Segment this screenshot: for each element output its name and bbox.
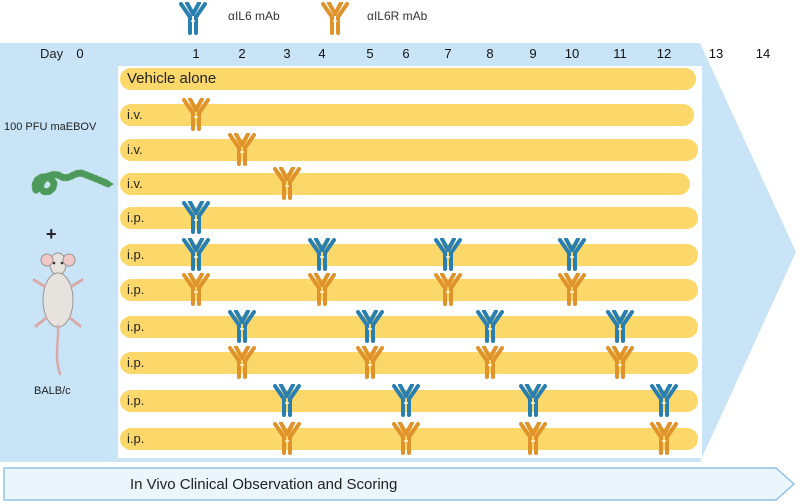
- il6-antibody-icon: [557, 237, 587, 272]
- treatment-row-2: [120, 104, 694, 126]
- il6-antibody-icon: [307, 237, 337, 272]
- treatment-row-3: [120, 139, 698, 161]
- treatment-row-9: [120, 352, 698, 374]
- il6-antibody-icon: [391, 383, 421, 418]
- il6-antibody-icon: [181, 200, 211, 235]
- il6r-antibody-icon: [320, 1, 350, 36]
- il6-antibody-icon: [475, 309, 505, 344]
- il6r-antibody-icon: [307, 272, 337, 307]
- day-tick-2: 2: [238, 46, 246, 61]
- treatment-row-8: [120, 316, 698, 338]
- day-tick-9: 9: [529, 46, 537, 61]
- il6r-antibody-icon: [272, 421, 302, 456]
- day-tick-7: 7: [444, 46, 452, 61]
- day-tick-11: 11: [613, 46, 627, 61]
- il6-antibody-icon: [227, 309, 257, 344]
- il6r-antibody-icon: [272, 166, 302, 201]
- il6r-antibody-icon: [433, 272, 463, 307]
- route-label: i.v.: [127, 176, 143, 191]
- day-tick-13: 13: [708, 46, 724, 61]
- day-tick-5: 5: [366, 46, 374, 61]
- route-label: i.p.: [127, 431, 145, 446]
- treatment-row-7: [120, 279, 698, 301]
- vehicle-label: Vehicle alone: [127, 70, 217, 87]
- route-label: i.p.: [127, 210, 145, 225]
- il6-antibody-icon: [433, 237, 463, 272]
- day-axis-title: Day: [40, 46, 64, 61]
- il6r-antibody-icon: [181, 272, 211, 307]
- il6r-antibody-icon: [475, 345, 505, 380]
- legend-label-il6: αIL6 mAb: [228, 9, 280, 23]
- il6r-antibody-icon: [227, 132, 257, 167]
- il6r-antibody-icon: [649, 421, 679, 456]
- route-label: i.p.: [127, 393, 145, 408]
- treatment-row-5: [120, 207, 698, 229]
- legend-label-il6r: αIL6R mAb: [367, 9, 428, 23]
- il6r-antibody-icon: [227, 345, 257, 380]
- observation-arrow: [3, 467, 796, 501]
- il6-antibody-icon: [649, 383, 679, 418]
- day-tick-0: 0: [76, 46, 84, 61]
- route-label: i.p.: [127, 355, 145, 370]
- treatment-row-4: [120, 173, 690, 195]
- route-label: i.p.: [127, 247, 145, 262]
- route-label: i.v.: [127, 142, 143, 157]
- route-label: i.p.: [127, 282, 145, 297]
- mouse-strain-label: BALB/c: [34, 385, 71, 397]
- il6r-antibody-icon: [181, 97, 211, 132]
- il6-antibody-icon: [178, 1, 208, 36]
- day-tick-14: 14: [755, 46, 771, 61]
- il6r-antibody-icon: [355, 345, 385, 380]
- day-tick-6: 6: [402, 46, 410, 61]
- il6-antibody-icon: [181, 237, 211, 272]
- day-tick-12: 12: [656, 46, 672, 61]
- day-tick-8: 8: [486, 46, 494, 61]
- il6-antibody-icon: [605, 309, 635, 344]
- day-tick-1: 1: [192, 46, 200, 61]
- virus-label: 100 PFU maEBOV: [4, 121, 97, 133]
- il6r-antibody-icon: [605, 345, 635, 380]
- route-label: i.v.: [127, 107, 143, 122]
- day-tick-4: 4: [318, 46, 326, 61]
- route-label: i.p.: [127, 319, 145, 334]
- virus-icon: [31, 169, 114, 196]
- mouse-icon: [32, 252, 84, 376]
- il6r-antibody-icon: [391, 421, 421, 456]
- plus-sign: +: [46, 224, 57, 244]
- il6r-antibody-icon: [557, 272, 587, 307]
- il6r-antibody-icon: [518, 421, 548, 456]
- observation-label: In Vivo Clinical Observation and Scoring: [130, 476, 398, 493]
- day-tick-3: 3: [283, 46, 291, 61]
- treatment-row-6: [120, 244, 698, 266]
- il6-antibody-icon: [272, 383, 302, 418]
- treatment-row-1: [120, 68, 696, 90]
- il6-antibody-icon: [355, 309, 385, 344]
- il6-antibody-icon: [518, 383, 548, 418]
- day-tick-10: 10: [564, 46, 580, 61]
